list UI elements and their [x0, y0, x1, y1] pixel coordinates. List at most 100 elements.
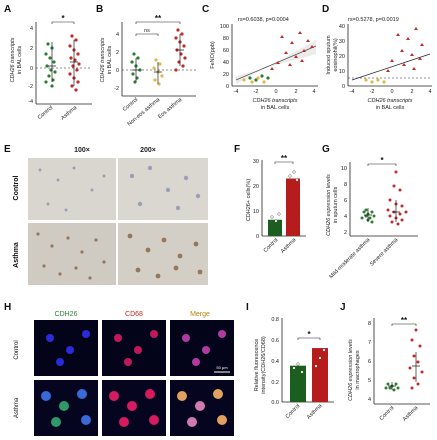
panel-f-ytick: 20	[253, 184, 259, 190]
panel-d-xtick: 4	[428, 89, 431, 95]
panel-g-dots-severe	[386, 170, 408, 226]
panel-h-label: H	[4, 302, 11, 313]
panel-c-ytick: 60	[223, 48, 229, 54]
panel-e-row-asthma: Asthma	[13, 242, 20, 268]
panel-a-errorbar-asthma	[70, 40, 78, 86]
panel-b-ylabel: CDH26 transcripts	[100, 37, 106, 82]
panel-c-xtick: 4	[312, 89, 315, 95]
panel-g-sig: *	[380, 156, 384, 165]
panel-c: C rs=0.6038, p=0.0004 FeNO(ppb) 100 80 6…	[202, 4, 318, 111]
panel-i: I Relative fluorescence intensity(CDH26/…	[246, 302, 334, 421]
panel-g-dots-mild	[360, 208, 376, 224]
panel-j-xtick: Asthma	[402, 405, 420, 423]
panel-a-ytick: -4	[28, 99, 33, 105]
panel-g-ytick: 8	[344, 182, 347, 188]
panel-e-row-control: Control	[13, 176, 20, 201]
panel-b-ylabel2: in BAL cells	[107, 45, 113, 74]
panel-h-scale-label: 50 μm	[216, 365, 228, 370]
panel-f-ytick: 10	[253, 209, 259, 215]
panel-i-sig-bracket	[297, 337, 321, 340]
panel-b-ytick: -2	[114, 86, 119, 92]
panel-f-xtick: Control	[263, 237, 280, 254]
panel-d-dots-eos	[386, 27, 424, 72]
panel-j-ylabel2: in macrophages	[355, 350, 361, 389]
panel-d-xtick: -4	[350, 89, 355, 95]
panel-h-col-cd68: CD68	[125, 311, 143, 318]
panel-c-ci-band	[236, 40, 316, 84]
panel-g-errorbar-severe	[392, 200, 400, 222]
panel-e-image-control-200	[118, 158, 208, 220]
panel-i-ytick: 0.0	[271, 400, 279, 406]
panel-d-ytick: 40	[339, 24, 345, 30]
panel-c-stat: rs=0.6038, p=0.0004	[238, 17, 289, 23]
panel-g-label: G	[322, 144, 330, 155]
panel-c-xtick: -4	[234, 89, 239, 95]
panel-d-ylabel2: eosinophil(%)	[333, 38, 339, 71]
panel-j-sig-bracket	[391, 323, 417, 326]
panel-b-ytick: 0	[116, 68, 119, 74]
panel-j-dots-control	[384, 382, 400, 392]
panel-i-ytick: 0.4	[271, 359, 279, 365]
panel-d-dots-noneos	[364, 78, 386, 84]
panel-d-label: D	[322, 4, 329, 15]
panel-a-dots-asthma	[68, 34, 81, 92]
panel-b-label: B	[96, 4, 103, 15]
panel-e-image-control-100	[28, 158, 116, 220]
panel-a-label: A	[4, 4, 11, 15]
panel-a-ylabel: CDH26 transcripts	[10, 37, 16, 82]
panel-a-ytick: 2	[30, 46, 33, 52]
panel-a: A CDH26 transcripts in BAL cells 4 2 0 -…	[4, 4, 92, 122]
panel-g-ylabel2: in sputum cells	[333, 187, 339, 224]
panel-g-ytick: 10	[341, 166, 347, 172]
panel-f: F CDH26+ cells(%) 30 20 10 0 ** Control …	[234, 144, 306, 255]
panel-i-label: I	[246, 302, 249, 313]
panel-j-ytick: 5	[368, 378, 371, 384]
panel-j-ylabel: CDH26 expression levels	[348, 339, 354, 401]
panel-b-errorbar-control	[132, 58, 140, 82]
panel-g-ytick: 4	[344, 214, 347, 220]
panel-c-xtick: 0	[274, 89, 277, 95]
panel-j-errorbar-control	[388, 382, 396, 390]
panel-e: E 100× 200× Control Asthma	[4, 144, 208, 285]
panel-d-ytick: 0	[342, 84, 345, 90]
panel-i-ytick: 0.8	[271, 317, 279, 323]
panel-i-ytick: 0.6	[271, 338, 279, 344]
panel-a-sig: *	[61, 14, 65, 23]
panel-g-xtick: Mild-moderate asthma	[328, 237, 372, 281]
panel-h-col-merge: Merge	[190, 311, 210, 318]
panel-c-dots-noneos	[242, 76, 266, 84]
panel-d-xlabel2: in BAL cells	[376, 105, 405, 111]
panel-d-xtick: 2	[410, 89, 413, 95]
panel-j-errorbar-asthma	[412, 352, 420, 382]
panel-d-ytick: 20	[339, 54, 345, 60]
panel-b-xtick: Control	[122, 97, 139, 113]
panel-h-image-control-cd68	[102, 320, 166, 376]
panel-b-ytick: 4	[116, 32, 119, 38]
panel-a-sig-bracket	[51, 21, 75, 24]
panel-i-ylabel2: intensity(CDH26/CD68)	[261, 336, 267, 394]
panel-h-row-asthma: Asthma	[14, 397, 20, 418]
panel-c-ytick: 40	[223, 60, 229, 66]
panel-a-ylabel2: in BAL cells	[17, 45, 23, 74]
panel-b-sig-bracket	[135, 21, 181, 24]
panel-h: H CDH26 CD68 Merge Control Asthma 50 μm	[4, 302, 234, 436]
panel-i-xtick: Control	[285, 403, 302, 420]
panel-a-dots-control	[44, 42, 57, 88]
panel-c-xtick: -2	[254, 89, 259, 95]
panel-i-ylabel: Relative fluorescence	[254, 339, 260, 392]
panel-f-bar-control	[268, 219, 282, 236]
panel-h-image-control-cdh26	[34, 320, 98, 376]
panel-d-xtick: 0	[390, 89, 393, 95]
panel-h-image-control-merge	[170, 320, 234, 376]
panel-c-xlabel2: in BAL cells	[261, 105, 290, 111]
panel-b-dots-noneos	[152, 58, 164, 86]
panel-c-xtick: 2	[294, 89, 297, 95]
panel-i-bar-control	[290, 365, 306, 402]
panel-f-sig: **	[281, 154, 288, 163]
panel-d: D rs=0.5278, p=0.0019 Induced sputum eos…	[322, 4, 432, 111]
panel-e-image-asthma-200	[118, 223, 208, 285]
panel-a-xtick: Control	[37, 105, 54, 121]
panel-f-ylabel: CDH26+ cells(%)	[246, 179, 252, 221]
panel-g-sig-bracket	[367, 163, 397, 166]
panel-i-sig: *	[307, 330, 311, 339]
